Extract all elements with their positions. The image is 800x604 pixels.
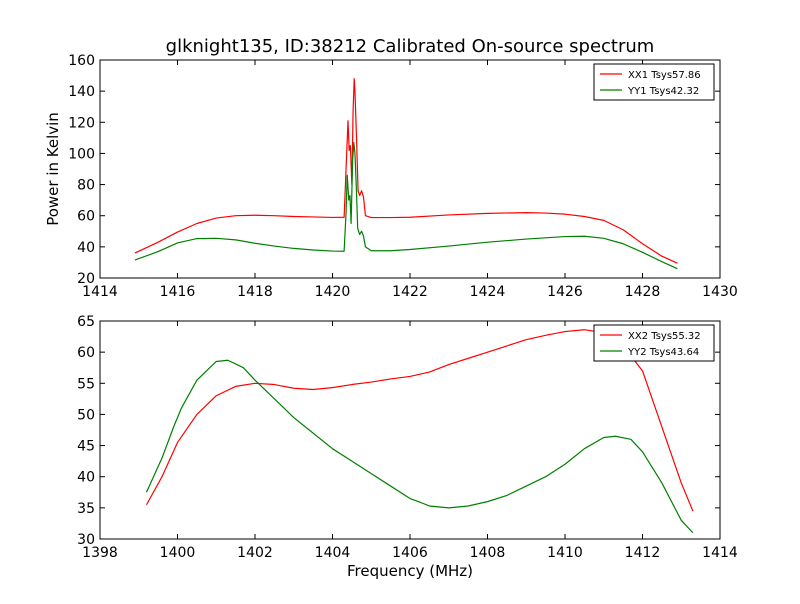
legend-box bbox=[593, 324, 715, 362]
y-tick-label: 40 bbox=[77, 240, 95, 256]
x-tick-label: 1404 bbox=[315, 545, 351, 561]
y-tick-label: 160 bbox=[68, 53, 95, 69]
x-tick-label: 1430 bbox=[702, 284, 738, 300]
x-tick-label: 1398 bbox=[82, 545, 118, 561]
series-line-yy bbox=[145, 359, 694, 534]
x-tick-label: 1410 bbox=[547, 545, 583, 561]
x-tick-label: 1420 bbox=[315, 284, 351, 300]
x-tick-label: 1412 bbox=[625, 545, 661, 561]
x-tick-label: 1426 bbox=[547, 284, 583, 300]
y-axis-label: Power in Kelvin bbox=[44, 112, 62, 226]
y-tick-label: 65 bbox=[77, 314, 95, 330]
x-tick-label: 1402 bbox=[237, 545, 273, 561]
y-tick-label: 100 bbox=[68, 146, 95, 162]
y-tick-label: 60 bbox=[77, 345, 95, 361]
y-tick-label: 30 bbox=[77, 532, 95, 548]
x-tick-label: 1422 bbox=[392, 284, 428, 300]
y-tick-label: 40 bbox=[77, 470, 95, 486]
legend-box bbox=[593, 63, 715, 101]
x-tick-label: 1428 bbox=[625, 284, 661, 300]
y-tick-label: 60 bbox=[77, 209, 95, 225]
x-tick-label: 1424 bbox=[470, 284, 506, 300]
x-tick-label: 1418 bbox=[237, 284, 273, 300]
legend-label: XX1 Tsys57.86 bbox=[628, 70, 701, 81]
top-spectrum-panel: 1414 1416 1418 1420 1422 1424 1426 1428 1430 20 40… bbox=[44, 53, 738, 300]
y-tick-label: 20 bbox=[77, 271, 95, 287]
x-tick-label: 1406 bbox=[392, 545, 428, 561]
y-tick-label: 50 bbox=[77, 407, 95, 423]
legend-label: YY2 Tsys43.64 bbox=[627, 347, 699, 358]
chart-title: glknight135, ID:38212 Calibrated On-sour… bbox=[166, 36, 655, 57]
y-tick-label: 140 bbox=[68, 84, 95, 100]
legend-label: XX2 Tsys55.32 bbox=[628, 331, 701, 342]
y-tick-label: 80 bbox=[77, 178, 95, 194]
bottom-spectrum-panel: 1398 1400 1402 1404 1406 1408 1410 1412 1414 30 35… bbox=[77, 314, 738, 580]
series-line-xx bbox=[134, 78, 678, 264]
y-tick-label: 55 bbox=[77, 376, 95, 392]
x-tick-label: 1400 bbox=[160, 545, 196, 561]
y-tick-label: 35 bbox=[77, 501, 95, 517]
y-tick-label: 45 bbox=[77, 439, 95, 455]
x-tick-label: 1414 bbox=[702, 545, 738, 561]
x-axis-label: Frequency (MHz) bbox=[347, 562, 473, 580]
x-tick-label: 1414 bbox=[82, 284, 118, 300]
x-tick-label: 1408 bbox=[470, 545, 506, 561]
y-tick-label: 120 bbox=[68, 115, 95, 131]
x-tick-label: 1416 bbox=[160, 284, 196, 300]
series-line-yy bbox=[134, 141, 678, 270]
legend-label: YY1 Tsys42.32 bbox=[627, 86, 699, 97]
